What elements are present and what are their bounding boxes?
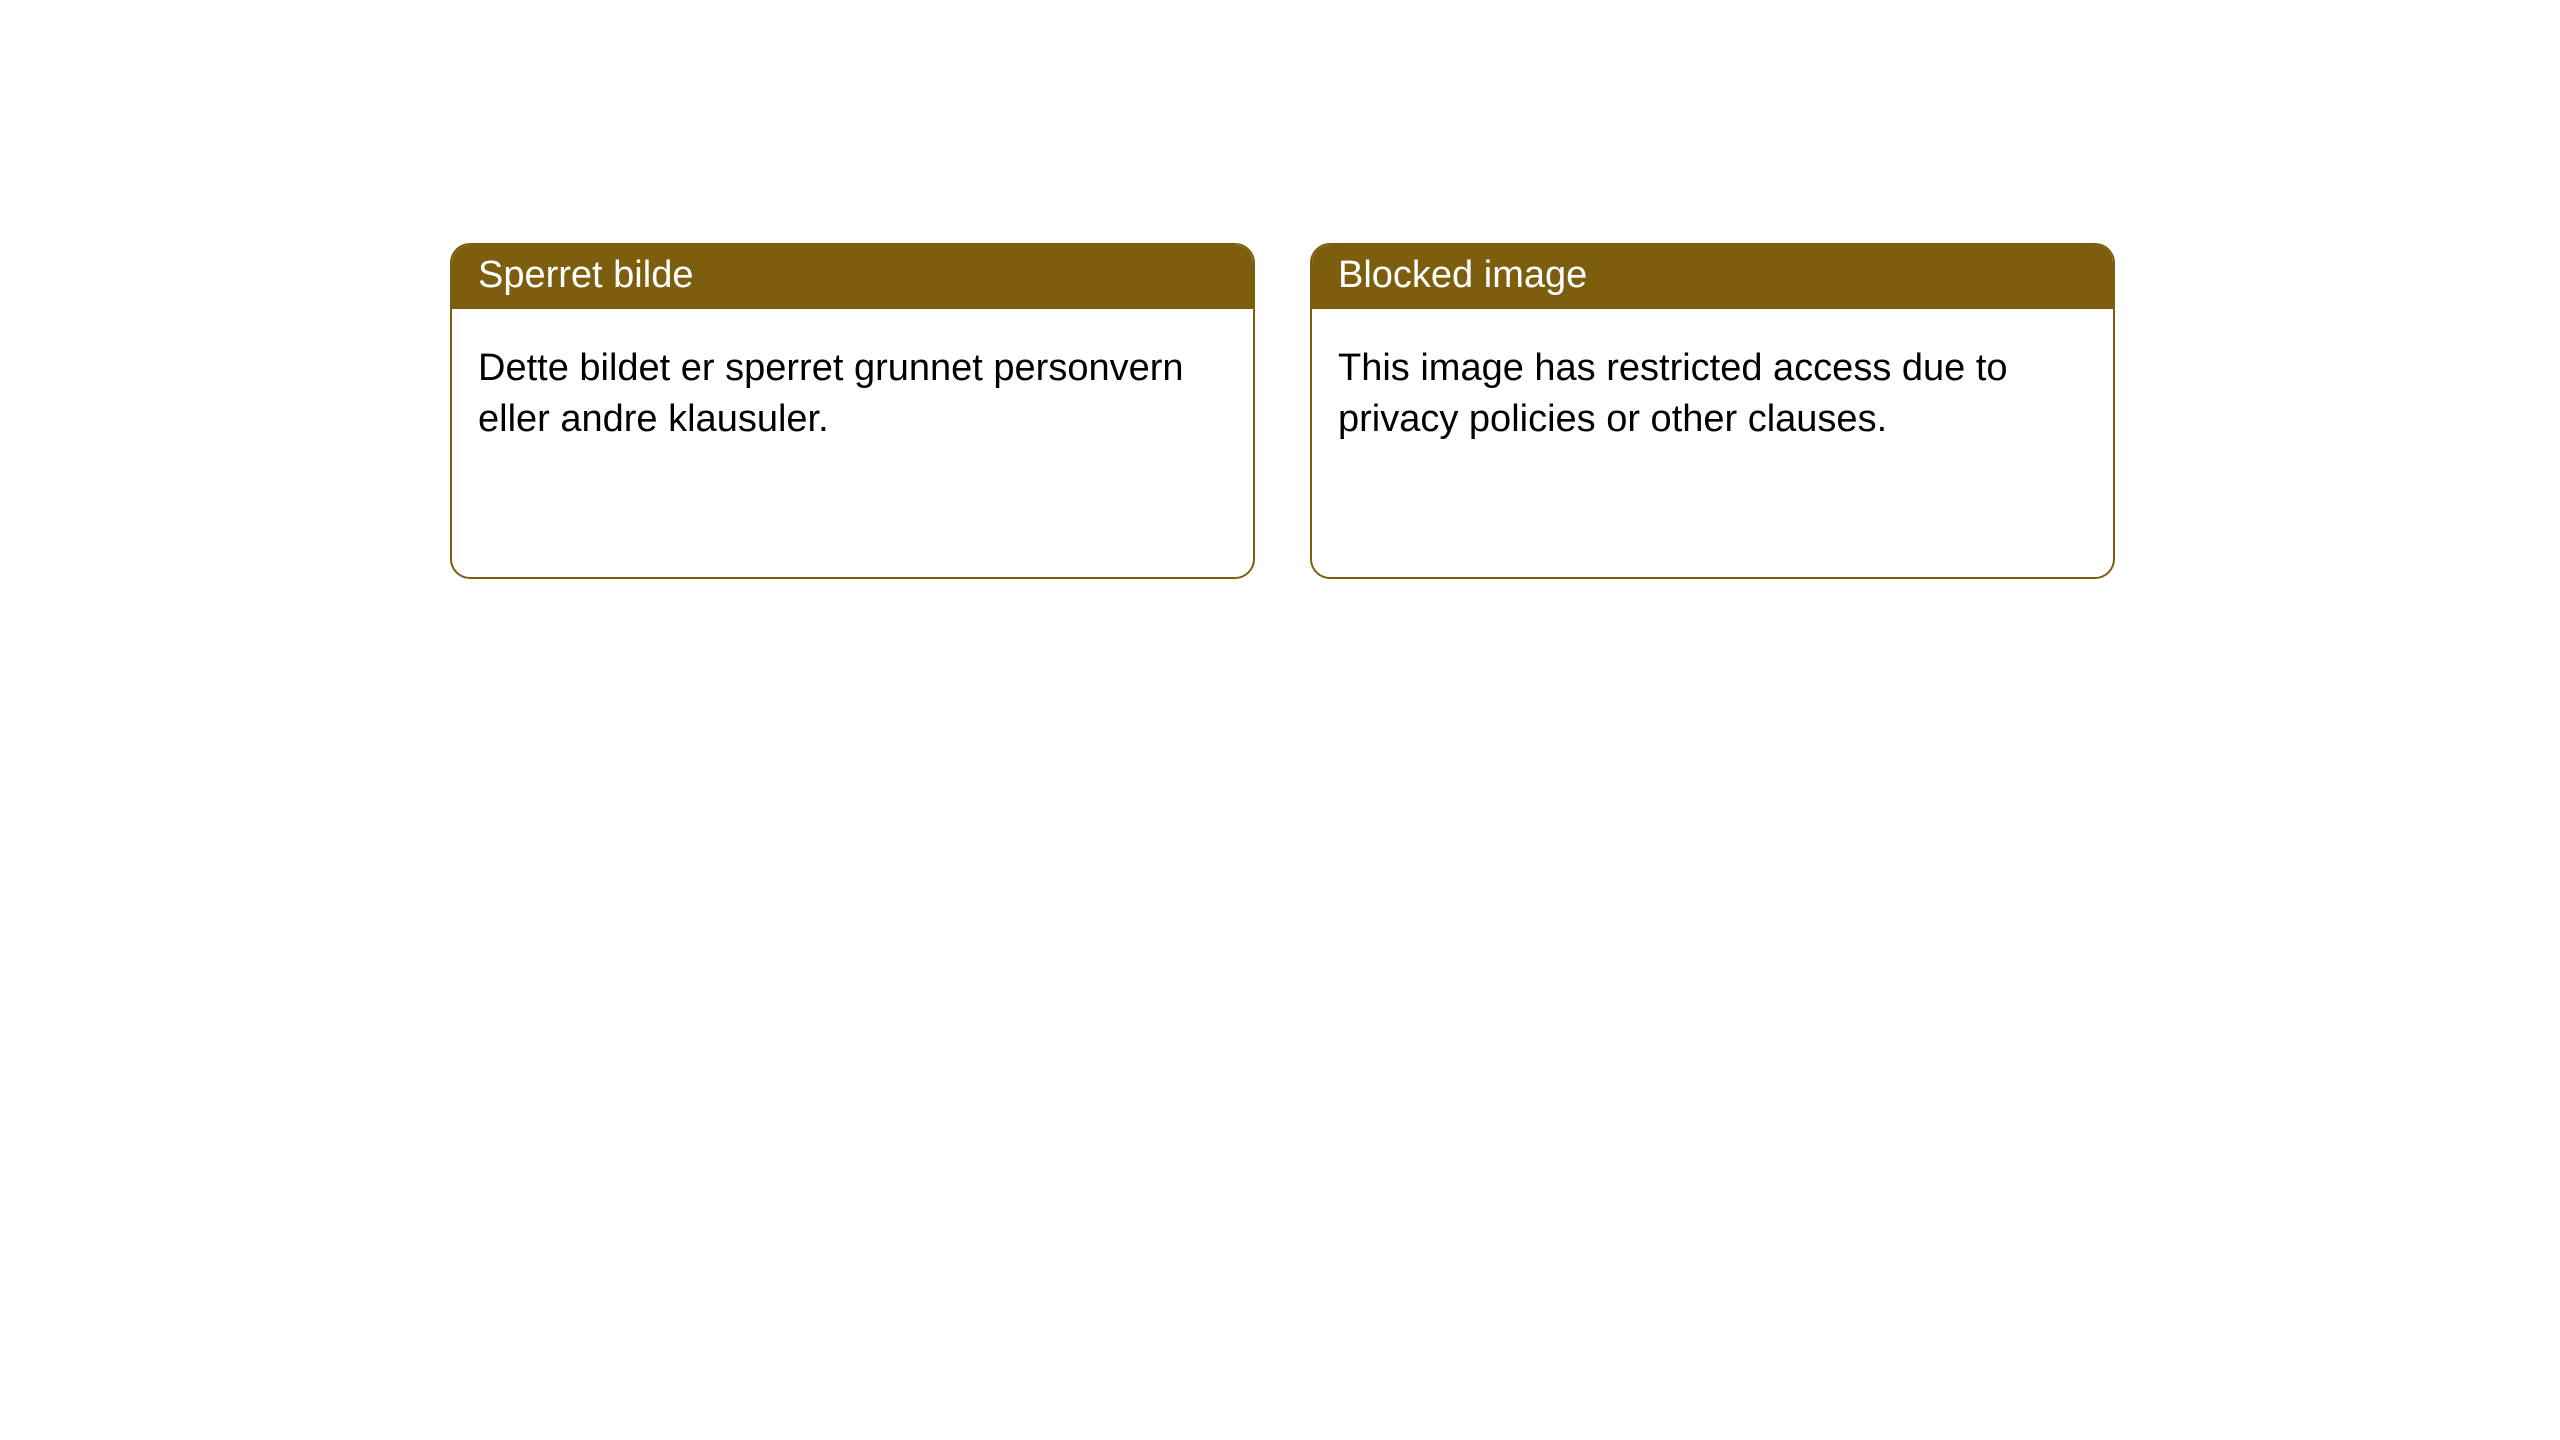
notice-card-body: Dette bildet er sperret grunnet personve… [452, 309, 1253, 480]
notice-card-english: Blocked image This image has restricted … [1310, 243, 2115, 579]
notice-card-norwegian: Sperret bilde Dette bildet er sperret gr… [450, 243, 1255, 579]
notice-card-body: This image has restricted access due to … [1312, 309, 2113, 480]
notice-card-title: Sperret bilde [452, 245, 1253, 309]
notice-container: Sperret bilde Dette bildet er sperret gr… [0, 0, 2560, 579]
notice-card-title: Blocked image [1312, 245, 2113, 309]
